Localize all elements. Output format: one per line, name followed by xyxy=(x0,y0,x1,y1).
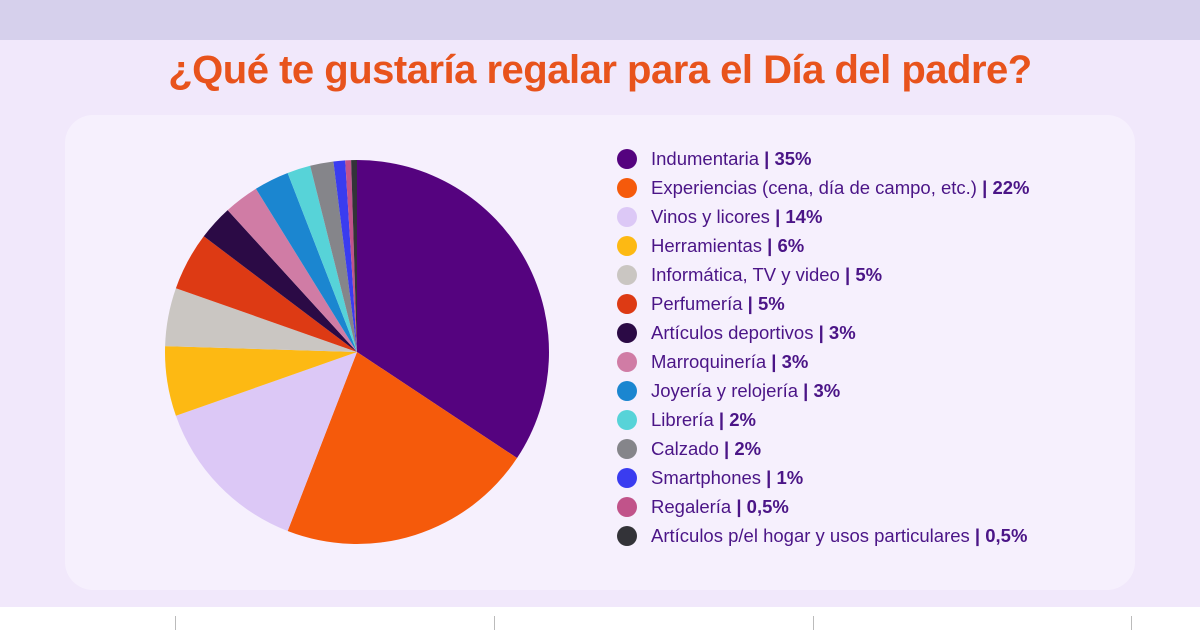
pie-slice-13 xyxy=(351,160,357,352)
legend: Indumentaria | 35% Experiencias (cena, dí… xyxy=(617,144,1029,550)
legend-item: Informática, TV y video | 5% xyxy=(617,260,1029,289)
legend-value: | 3% xyxy=(766,350,809,372)
legend-label: Experiencias (cena, día de campo, etc.) … xyxy=(651,177,1029,199)
legend-label: Artículos deportivos | 3% xyxy=(651,322,856,344)
pie-slice-3 xyxy=(165,346,357,416)
legend-item: Indumentaria | 35% xyxy=(617,144,1029,173)
chart-title: ¿Qué te gustaría regalar para el Día del… xyxy=(168,48,1032,92)
legend-label-text: Marroquinería xyxy=(651,350,767,372)
legend-marker xyxy=(617,264,637,285)
legend-value: | 0,5% xyxy=(969,524,1028,546)
legend-marker xyxy=(617,438,637,459)
legend-marker xyxy=(617,206,637,227)
legend-value: | 22% xyxy=(976,176,1030,198)
legend-label-text: Perfumería xyxy=(651,292,743,314)
pie-slice-1 xyxy=(287,352,518,544)
legend-label-text: Herramientas xyxy=(651,234,763,256)
legend-label: Regalería | 0,5% xyxy=(651,496,789,518)
legend-item: Regalería | 0,5% xyxy=(617,492,1029,521)
legend-marker xyxy=(617,293,637,314)
legend-label-text: Informática, TV y video xyxy=(651,263,840,285)
legend-item: Marroquinería | 3% xyxy=(617,347,1029,376)
legend-label-text: Joyería y relojería xyxy=(651,379,799,401)
pie-slice-11 xyxy=(333,160,357,352)
legend-value: | 3% xyxy=(813,321,856,343)
pie-slice-10 xyxy=(310,161,357,352)
legend-value: | 1% xyxy=(761,466,804,488)
legend-marker xyxy=(617,148,637,169)
legend-label-text: Vinos y licores xyxy=(651,205,770,227)
legend-value: | 5% xyxy=(742,292,785,314)
legend-label-text: Smartphones xyxy=(651,466,762,488)
legend-label: Joyería y relojería | 3% xyxy=(651,380,840,402)
legend-label-text: Artículos p/el hogar y usos particulares xyxy=(651,524,970,546)
legend-marker xyxy=(617,351,637,372)
legend-value: | 5% xyxy=(839,263,883,285)
legend-label: Marroquinería | 3% xyxy=(651,351,808,373)
legend-marker xyxy=(617,409,637,430)
legend-label: Artículos p/el hogar y usos particulares… xyxy=(651,525,1027,547)
divider xyxy=(1131,616,1132,630)
legend-item: Herramientas | 6% xyxy=(617,231,1029,260)
legend-label: Librería | 2% xyxy=(651,409,756,431)
legend-value: | 2% xyxy=(718,437,762,459)
pie-slice-7 xyxy=(227,188,357,352)
divider xyxy=(813,616,814,630)
legend-label-text: Indumentaria xyxy=(651,147,759,169)
pie-slice-9 xyxy=(287,165,357,352)
legend-value: | 3% xyxy=(798,379,841,401)
legend-item: Joyería y relojería | 3% xyxy=(617,376,1029,405)
legend-value: | 35% xyxy=(758,147,812,169)
legend-item: Librería | 2% xyxy=(617,405,1029,434)
legend-marker xyxy=(617,322,637,343)
legend-label: Informática, TV y video | 5% xyxy=(651,264,882,286)
pie-slice-8 xyxy=(255,172,357,352)
legend-marker xyxy=(617,177,637,198)
legend-label-text: Librería xyxy=(651,408,714,430)
legend-label: Indumentaria | 35% xyxy=(651,148,811,170)
legend-label: Smartphones | 1% xyxy=(651,467,803,489)
legend-marker xyxy=(617,525,637,546)
legend-item: Experiencias (cena, día de campo, etc.) … xyxy=(617,173,1029,202)
pie-slice-4 xyxy=(165,288,357,352)
legend-item: Vinos y licores | 14% xyxy=(617,202,1029,231)
legend-label-text: Regalería xyxy=(651,495,732,517)
legend-item: Artículos deportivos | 3% xyxy=(617,318,1029,347)
pie-slice-5 xyxy=(175,236,357,352)
top-band xyxy=(0,0,1200,40)
legend-value: | 6% xyxy=(762,234,805,256)
legend-marker xyxy=(617,496,637,517)
legend-item: Smartphones | 1% xyxy=(617,463,1029,492)
legend-label-text: Calzado xyxy=(651,437,719,459)
bottom-strip xyxy=(0,607,1200,630)
legend-marker xyxy=(617,380,637,401)
legend-value: | 0,5% xyxy=(731,495,789,517)
legend-label: Herramientas | 6% xyxy=(651,235,804,257)
pie-slice-12 xyxy=(345,160,357,352)
legend-item: Calzado | 2% xyxy=(617,434,1029,463)
legend-marker xyxy=(617,235,637,256)
legend-value: | 14% xyxy=(769,205,823,227)
legend-label: Perfumería | 5% xyxy=(651,293,785,315)
divider xyxy=(175,616,176,630)
legend-label-text: Artículos deportivos xyxy=(651,321,814,343)
legend-label: Vinos y licores | 14% xyxy=(651,206,822,228)
divider xyxy=(494,616,495,630)
legend-marker xyxy=(617,467,637,488)
legend-label: Calzado | 2% xyxy=(651,438,761,460)
pie-slice-0 xyxy=(357,160,549,459)
legend-label-text: Experiencias (cena, día de campo, etc.) xyxy=(651,176,977,198)
legend-item: Perfumería | 5% xyxy=(617,289,1029,318)
pie-slice-6 xyxy=(203,210,357,352)
legend-item: Artículos p/el hogar y usos particulares… xyxy=(617,521,1029,550)
pie-slice-2 xyxy=(175,352,357,532)
legend-value: | 2% xyxy=(713,408,756,430)
